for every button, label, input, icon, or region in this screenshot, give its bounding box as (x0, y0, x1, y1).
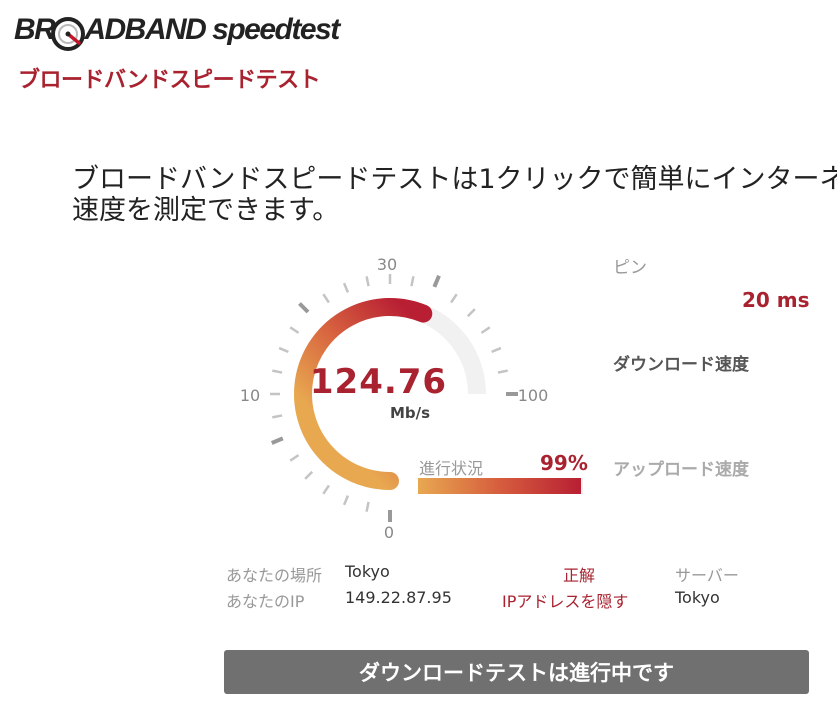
intro-text: ブロードバンドスピードテストは1クリックで簡単にインターネ 速度を測定できます。 (72, 164, 837, 226)
speed-gauge: 30 10 100 0 (240, 255, 549, 542)
gauge-label-100: 100 (518, 386, 549, 405)
gauge-minor-tick (450, 293, 458, 304)
gauge-minor-tick (497, 369, 508, 374)
download-test-status-button[interactable]: ダウンロードテストは進行中です (224, 650, 809, 694)
server-value: Tokyo (675, 588, 720, 607)
speed-unit: Mb/s (390, 404, 431, 422)
progress-percent: 99% (540, 451, 588, 475)
gauge-minor-tick (410, 276, 415, 287)
logo-text-prefix: BR (14, 13, 56, 46)
gauge-minor-tick (342, 495, 350, 506)
logo-subtitle: ブロードバンドスピードテスト (18, 68, 321, 93)
current-speed-value: 124.76 (309, 362, 448, 402)
hide-ip-link[interactable]: IPアドレスを隠す (502, 592, 629, 611)
gauge-minor-tick (272, 369, 283, 374)
server-label: サーバー (675, 566, 739, 585)
gauge-minor-tick (491, 346, 502, 354)
gauge-major-tick (298, 302, 310, 314)
ip-label: あなたのIP (226, 592, 305, 611)
gauge-minor-tick (466, 308, 476, 318)
progress-bar-fill (418, 478, 582, 494)
gauge-minor-tick (342, 282, 350, 293)
gauge-label-10: 10 (240, 386, 260, 405)
gauge-minor-tick (304, 470, 314, 480)
upload-speed-label: アップロード速度 (613, 460, 749, 480)
ping-label: ピン (613, 258, 647, 278)
gauge-minor-tick (322, 484, 330, 495)
gauge-major-tick (432, 274, 441, 288)
gauge-minor-tick (322, 293, 330, 304)
progress-bar (418, 478, 583, 494)
intro-line-2: 速度を測定できます。 (72, 195, 340, 226)
logo-text-suffix: ADBAND speedtest (84, 13, 340, 46)
gauge-ticks (270, 274, 518, 522)
speedometer-icon (50, 16, 86, 52)
gauge-minor-tick (480, 326, 491, 334)
gauge-label-0: 0 (384, 523, 394, 542)
ip-value: 149.22.87.95 (345, 588, 452, 607)
gauge-minor-tick (289, 454, 300, 462)
gauge-arc-fill (294, 298, 433, 490)
download-speed-label: ダウンロード速度 (613, 355, 749, 375)
brand-logo[interactable]: BR ADBAND speedtest (14, 12, 340, 51)
gauge-minor-tick (278, 346, 289, 354)
location-value: Tokyo (345, 562, 390, 581)
correct-link[interactable]: 正解 (563, 566, 596, 585)
ping-value: 20 ms (742, 288, 810, 312)
progress-label: 進行状況 (419, 459, 484, 478)
location-label: あなたの場所 (226, 566, 323, 585)
intro-line-1: ブロードバンドスピードテストは1クリックで簡単にインターネ (72, 164, 837, 195)
gauge-minor-tick (272, 414, 283, 419)
gauge-minor-tick (289, 326, 300, 334)
gauge-major-tick (270, 436, 284, 445)
gauge-minor-tick (365, 501, 370, 512)
gauge-label-30: 30 (377, 255, 397, 274)
gauge-minor-tick (365, 276, 370, 287)
